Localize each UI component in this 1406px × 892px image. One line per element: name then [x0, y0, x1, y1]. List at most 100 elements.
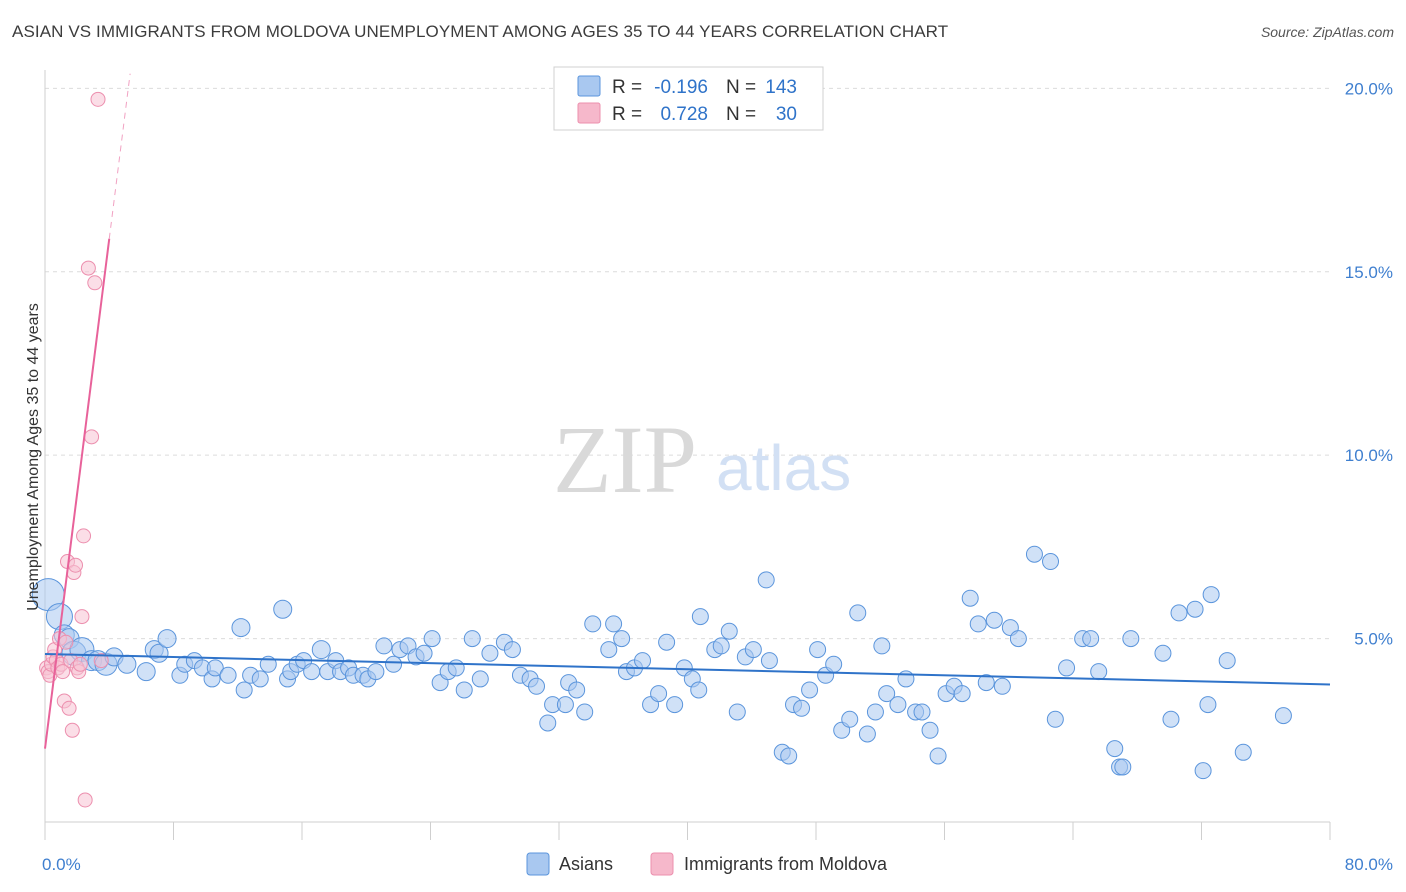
asians-point: [1025, 545, 1043, 563]
y-tick-label: 15.0%: [1345, 263, 1393, 282]
asians-point: [206, 659, 224, 677]
asians-trend-line: [44, 652, 1331, 686]
asians-point: [825, 655, 843, 673]
asians-point: [556, 696, 574, 714]
x-tick-label: 0.0%: [42, 855, 81, 874]
asians-point: [251, 670, 269, 688]
asians-point: [780, 747, 798, 765]
asians-point: [375, 637, 393, 655]
asians-point: [921, 721, 939, 739]
moldova-point: [74, 609, 90, 625]
x-tick-label: 80.0%: [1345, 855, 1393, 874]
asians-point: [1199, 696, 1217, 714]
y-tick-label: 10.0%: [1345, 446, 1393, 465]
stats-swatch-asians: [577, 75, 601, 97]
series-moldova: [39, 91, 109, 808]
y-tick-labels: 5.0% 10.0% 15.0% 20.0%: [1345, 79, 1393, 648]
asians-point: [841, 710, 859, 728]
stats-n-value-asians: 143: [765, 77, 797, 98]
asians-point: [481, 644, 499, 662]
asians-point: [929, 747, 947, 765]
stats-r-value-moldova: 0.728: [660, 104, 708, 125]
asians-point: [650, 685, 668, 703]
asians-point: [1186, 600, 1204, 618]
asians-point: [539, 714, 557, 732]
asians-point: [801, 681, 819, 699]
asians-point: [1058, 659, 1076, 677]
asians-point: [219, 666, 237, 684]
asians-point: [690, 681, 708, 699]
asians-point: [1218, 652, 1236, 670]
stats-n-label-asians: N =: [726, 77, 756, 98]
asians-point: [744, 641, 762, 659]
asians-point: [1114, 758, 1132, 776]
asians-point: [136, 662, 156, 682]
asians-point: [1106, 740, 1124, 758]
asians-point: [1154, 644, 1172, 662]
moldova-point: [72, 656, 88, 672]
asians-point: [303, 663, 321, 681]
asians-point: [311, 640, 331, 660]
asians-point: [666, 696, 684, 714]
asians-point: [584, 615, 602, 633]
asians-point: [793, 699, 811, 717]
asians-point: [809, 641, 827, 659]
asians-point: [471, 670, 489, 688]
asians-point: [367, 663, 385, 681]
asians-point: [1122, 630, 1140, 648]
asians-point: [873, 637, 891, 655]
asians-point: [1162, 710, 1180, 728]
asians-point: [961, 589, 979, 607]
asians-point: [1042, 553, 1060, 571]
moldova-point: [61, 700, 77, 716]
asians-point: [1046, 710, 1064, 728]
moldova-point: [77, 792, 93, 808]
moldova-trend-line-extension: [108, 73, 131, 239]
asians-point: [712, 637, 730, 655]
asians-point: [273, 599, 293, 619]
chart-source: Source: ZipAtlas.com: [1260, 24, 1394, 40]
asians-point: [568, 681, 586, 699]
y-axis-title: Unemployment Among Ages 35 to 44 years: [25, 303, 42, 611]
asians-point: [1009, 630, 1027, 648]
asians-point: [415, 644, 433, 662]
legend-label-moldova: Immigrants from Moldova: [684, 854, 888, 874]
asians-point: [1234, 743, 1252, 761]
stats-n-value-moldova: 30: [776, 104, 797, 125]
stats-swatch-moldova: [577, 102, 601, 124]
asians-point: [455, 681, 473, 699]
moldova-point: [93, 653, 109, 669]
asians-point: [969, 615, 987, 633]
y-tick-label: 5.0%: [1354, 630, 1393, 649]
asians-point: [889, 696, 907, 714]
asians-point: [1202, 586, 1220, 604]
asians-point: [858, 725, 876, 743]
moldova-point: [90, 91, 106, 107]
asians-point: [720, 622, 738, 640]
stats-r-label-moldova: R =: [612, 104, 642, 125]
x-tick-labels: 0.0% 80.0%: [42, 855, 1393, 874]
asians-point: [447, 659, 465, 677]
stats-r-value-asians: -0.196: [654, 77, 708, 98]
watermark-zip: ZIP: [553, 406, 697, 513]
stats-n-label-moldova: N =: [726, 104, 756, 125]
asians-point: [385, 655, 403, 673]
asians-point: [117, 654, 137, 674]
asians-point: [528, 677, 546, 695]
legend: Asians Immigrants from Moldova: [526, 852, 888, 876]
asians-point: [1090, 663, 1108, 681]
stats-box: R = -0.196 N = 143 R = 0.728 N = 30: [553, 66, 824, 131]
moldova-point: [58, 634, 74, 650]
asians-point: [463, 630, 481, 648]
asians-point: [613, 630, 631, 648]
asians-point: [849, 604, 867, 622]
axes: [44, 70, 1331, 840]
asians-point: [1274, 707, 1292, 725]
moldova-trend-line: [44, 238, 111, 749]
y-tick-label: 20.0%: [1345, 79, 1393, 98]
asians-point: [231, 618, 251, 638]
asians-point: [985, 611, 1003, 629]
legend-swatch-asians: [526, 852, 550, 876]
asians-point: [977, 674, 995, 692]
